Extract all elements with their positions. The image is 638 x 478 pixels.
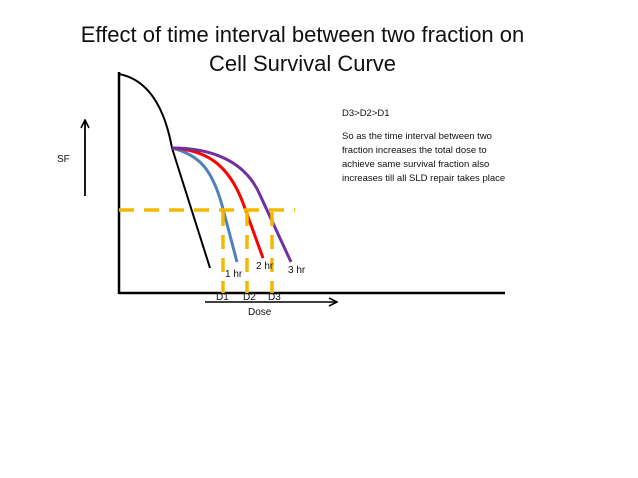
dose-relation-note: D3>D2>D1	[342, 108, 390, 119]
curve-label-1hr: 1 hr	[225, 269, 243, 280]
dose-label-d3: D3	[268, 292, 281, 303]
dose-label-d2: D2	[243, 292, 256, 303]
explanation-line: increases till all SLD repair takes plac…	[342, 173, 506, 184]
explanation-line: So as the time interval between two	[342, 131, 492, 142]
curve-label-2hr: 2 hr	[256, 261, 274, 272]
curve-1hr	[171, 146, 239, 263]
dose-label-d1: D1	[216, 292, 229, 303]
curve-2hr	[171, 146, 265, 259]
slide-title: Effect of time interval between two frac…	[40, 20, 565, 78]
title-line-2: Cell Survival Curve	[208, 51, 397, 76]
explanation-line: achieve same survival fraction also	[342, 159, 490, 170]
title-line-1: Effect of time interval between two frac…	[80, 22, 525, 47]
x-axis-label: Dose	[248, 307, 272, 318]
curve-label-3hr: 3 hr	[288, 265, 306, 276]
curve-3hr	[171, 146, 293, 263]
explanation-note: So as the time interval between two frac…	[342, 130, 542, 186]
explanation-line: fraction increases the total dose to	[342, 145, 487, 156]
y-axis-label: SF	[57, 154, 70, 165]
single-dose-curve	[118, 73, 211, 269]
